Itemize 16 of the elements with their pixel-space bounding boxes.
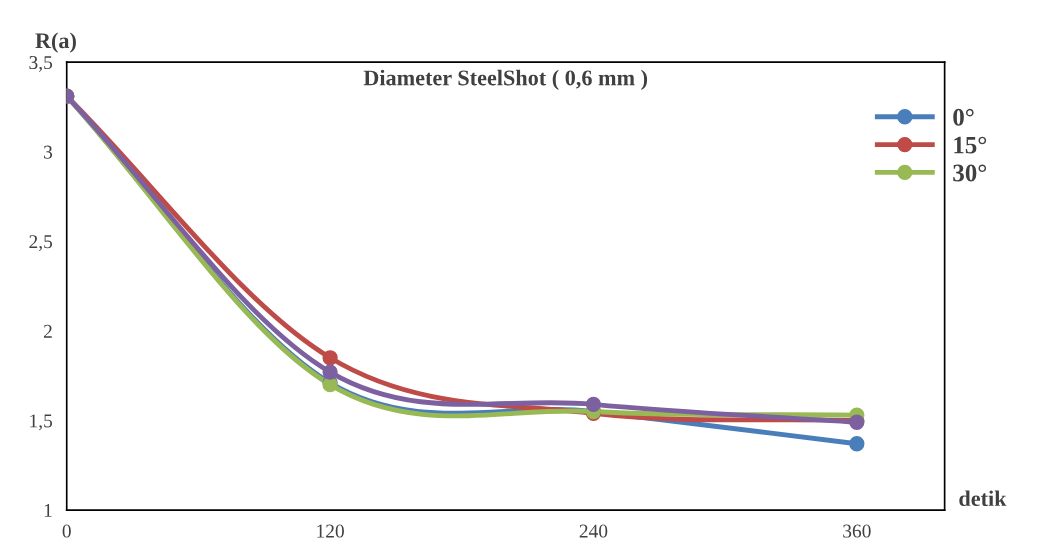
chart-title: Diameter SteelShot ( 0,6 mm ) [363,69,648,90]
y-tick-label: 3,5 [29,56,53,72]
y-axis-title: R(a) [35,32,76,53]
x-tick-label: 360 [843,524,871,538]
y-tick-label: 1,5 [30,414,53,431]
x-tick-label: 120 [317,524,344,538]
y-tick-label: 1 [44,503,52,517]
legend-label: 15° [954,136,987,154]
legend-label: 30° [953,164,987,182]
x-axis-title: detik [959,490,1007,507]
x-tick-label: 0 [62,524,71,538]
y-tick-label: 3 [44,145,53,159]
y-tick-label: 2 [43,324,52,338]
legend-label: 0° [953,108,974,126]
y-tick-label: 2,5 [29,235,53,252]
x-tick-label: 240 [579,524,608,538]
